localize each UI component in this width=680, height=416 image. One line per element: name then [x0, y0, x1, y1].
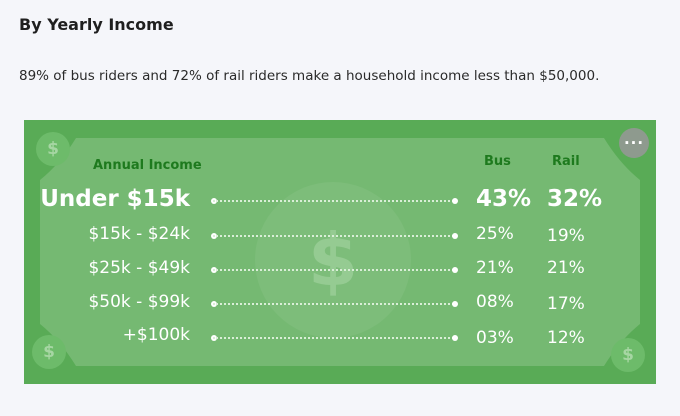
income-category: Under $15k	[40, 186, 190, 212]
leader-end-dot	[452, 335, 458, 341]
intro-paragraph: 89% of bus riders and 72% of rail riders…	[19, 68, 600, 84]
leader-end-dot	[452, 267, 458, 273]
bus-percent: 25%	[476, 224, 514, 244]
leader-end-dot	[452, 198, 458, 204]
leader-end-dot	[452, 301, 458, 307]
bus-percent: 03%	[476, 328, 514, 348]
leader-line	[213, 303, 457, 305]
bus-percent: 43%	[476, 186, 532, 212]
more-options-button[interactable]: ···	[619, 128, 649, 158]
rail-column-label: Rail	[552, 154, 580, 169]
rail-percent: 17%	[547, 294, 585, 314]
income-category: $50k - $99k	[88, 292, 190, 312]
leader-line	[213, 200, 457, 202]
rail-percent: 19%	[547, 226, 585, 246]
leader-line	[213, 337, 457, 339]
dollar-coin-icon: $	[32, 335, 66, 369]
rail-percent: 21%	[547, 258, 585, 278]
income-infographic: $ $ $ $ ··· Annual Income Bus Rail Under…	[24, 120, 656, 384]
rail-percent: 12%	[547, 328, 585, 348]
dollar-coin-icon: $	[36, 132, 70, 166]
income-category: +$100k	[122, 325, 190, 345]
leader-end-dot	[452, 233, 458, 239]
income-category: $15k - $24k	[88, 224, 190, 244]
income-category: $25k - $49k	[88, 258, 190, 278]
annual-income-label: Annual Income	[93, 158, 202, 173]
bus-percent: 08%	[476, 292, 514, 312]
section-heading: By Yearly Income	[19, 15, 174, 34]
bus-percent: 21%	[476, 258, 514, 278]
dollar-seal-icon: $	[255, 182, 411, 338]
income-row: $50k - $99k 08% 17%	[24, 288, 656, 318]
bus-column-label: Bus	[484, 154, 511, 169]
income-row: $25k - $49k 21% 21%	[24, 254, 656, 284]
rail-percent: 32%	[547, 186, 603, 212]
dollar-coin-icon: $	[611, 338, 645, 372]
income-row: $15k - $24k 25% 19%	[24, 220, 656, 250]
leader-line	[213, 235, 457, 237]
income-row: Under $15k 43% 32%	[24, 185, 656, 215]
leader-line	[213, 269, 457, 271]
income-row: +$100k 03% 12%	[24, 322, 656, 352]
